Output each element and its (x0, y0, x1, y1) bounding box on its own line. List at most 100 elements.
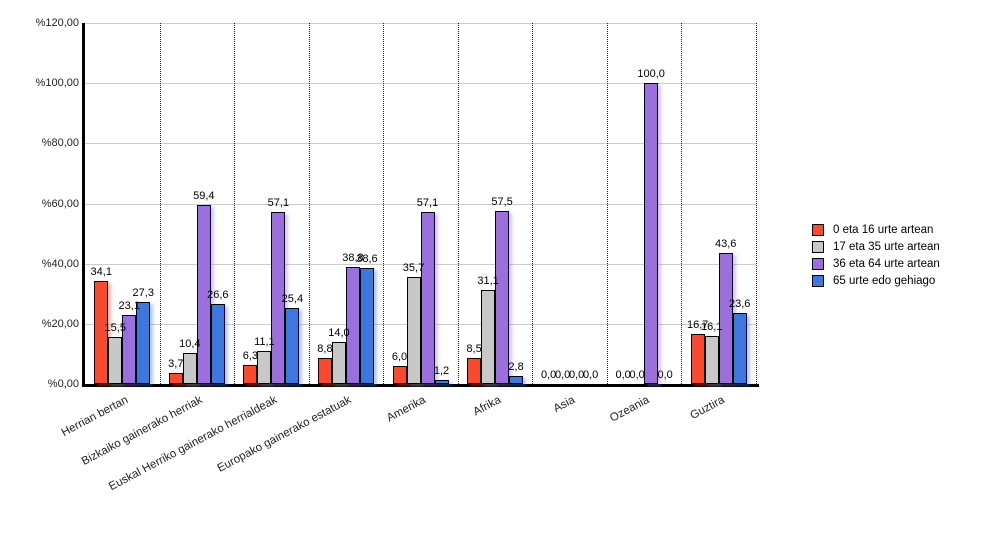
legend-swatch-icon (812, 258, 824, 270)
bar-value-label: 8,8 (317, 342, 333, 355)
x-axis-category-label: Guztira (687, 394, 727, 423)
category-separator (234, 23, 236, 384)
y-axis-tick-label: %100,00 (35, 77, 79, 90)
bar-value-label: 27,3 (132, 286, 154, 299)
category-separator (159, 23, 161, 384)
legend-swatch-icon (812, 275, 824, 287)
bar-value-label: 34,1 (90, 266, 112, 279)
x-axis-line (82, 384, 759, 387)
bar-value-label: 15,5 (104, 322, 126, 335)
y-axis-tick-label: %40,00 (41, 257, 79, 270)
category-separator (308, 23, 310, 384)
bar-36-eta-64-urte-artean (495, 211, 510, 384)
y-gridline (85, 203, 756, 205)
legend-label: 36 eta 64 urte artean (833, 258, 940, 270)
bar-value-label: 14,0 (328, 326, 350, 339)
bar-value-label: 57,1 (416, 197, 439, 210)
category-separator (532, 23, 534, 384)
bar-17-eta-35-urte-artean (481, 290, 496, 384)
bar-65-urte-edo-gehiago (732, 313, 747, 384)
bar-value-label: 43,6 (715, 237, 737, 250)
bar-0-eta-16-urte-artean (392, 365, 407, 384)
bar-value-label: 38,6 (356, 252, 378, 265)
bar-value-label: 26,6 (207, 288, 229, 301)
bar-value-label: 16,1 (701, 320, 723, 333)
bar-0-eta-16-urte-artean (168, 372, 183, 384)
bar-value-label: 23,1 (118, 299, 140, 312)
legend-label: 17 eta 35 urte artean (833, 241, 940, 253)
bar-65-urte-edo-gehiago (509, 375, 524, 384)
y-gridline (85, 143, 756, 145)
bar-value-label: 10,4 (179, 337, 201, 350)
bar-value-label: 11,1 (254, 335, 275, 348)
bar-0-eta-16-urte-artean (690, 333, 705, 384)
y-axis-tick-label: %120,00 (35, 17, 79, 29)
legend-item: 0 eta 16 urte artean (812, 224, 940, 236)
bar-65-urte-edo-gehiago (136, 301, 151, 384)
bar-value-label: 0,0 (629, 369, 645, 381)
bar-value-label: 31,1 (477, 275, 499, 288)
bar-value-label: 2,8 (508, 360, 524, 373)
y-axis-tick-label: %20,00 (41, 317, 79, 330)
bar-17-eta-35-urte-artean (406, 276, 421, 384)
bar-17-eta-35-urte-artean (182, 352, 197, 384)
bar-36-eta-64-urte-artean (345, 267, 360, 384)
bar-value-label: 100,0 (637, 68, 665, 81)
chart-legend: 0 eta 16 urte artean 17 eta 35 urte artea… (812, 224, 940, 292)
x-axis-category-label: Bizkaiko gainerako herriak (79, 394, 205, 468)
bar-36-eta-64-urte-artean (420, 212, 435, 384)
x-axis-category-label: Asia (551, 394, 578, 416)
legend-item: 17 eta 35 urte artean (812, 241, 940, 253)
bar-65-urte-edo-gehiago (285, 307, 300, 384)
bar-value-label: 0,0 (582, 369, 599, 381)
y-axis-tick-label: %0,00 (47, 378, 79, 390)
bar-36-eta-64-urte-artean (196, 205, 211, 384)
legend-label: 65 urte edo gehiago (833, 275, 936, 287)
bar-36-eta-64-urte-artean (644, 83, 659, 384)
bar-17-eta-35-urte-artean (257, 350, 272, 384)
bar-value-label: 8,5 (466, 343, 482, 356)
bar-36-eta-64-urte-artean (122, 314, 137, 384)
bar-value-label: 3,7 (168, 357, 184, 370)
bar-17-eta-35-urte-artean (331, 341, 346, 384)
legend-item: 36 eta 64 urte artean (812, 258, 940, 270)
bar-value-label: 35,7 (402, 261, 425, 274)
bar-value-label: 57,5 (491, 196, 513, 209)
category-separator (383, 23, 385, 384)
bar-value-label: 0,0 (657, 369, 673, 381)
legend-item: 65 urte edo gehiago (812, 275, 940, 287)
bar-65-urte-edo-gehiago (359, 267, 374, 384)
x-axis-category-label: Ozeania (608, 394, 652, 425)
bar-value-label: 25,4 (281, 292, 304, 305)
bar-value-label: 0,0 (554, 369, 571, 381)
bar-value-label: 1,2 (433, 365, 450, 378)
bar-17-eta-35-urte-artean (704, 335, 719, 384)
bar-value-label: 38,8 (342, 252, 364, 265)
legend-swatch-icon (812, 241, 824, 253)
bar-0-eta-16-urte-artean (94, 281, 109, 384)
bar-value-label: 0,0 (540, 369, 557, 381)
bar-value-label: 0,0 (615, 369, 631, 381)
y-axis-tick-label: %60,00 (41, 197, 79, 210)
category-separator (756, 23, 757, 384)
y-axis-tick-label: %80,00 (41, 137, 79, 150)
x-axis-category-label: Europako gainerako estatuak (215, 394, 354, 475)
bar-0-eta-16-urte-artean (243, 365, 258, 384)
y-axis-line (82, 23, 85, 387)
bar-0-eta-16-urte-artean (467, 358, 482, 384)
bar-65-urte-edo-gehiago (210, 303, 225, 384)
x-axis-category-label: Afrika (471, 394, 503, 419)
bar-65-urte-edo-gehiago (434, 380, 449, 384)
legend-swatch-icon (812, 224, 824, 236)
bar-0-eta-16-urte-artean (317, 357, 332, 384)
bar-value-label: 57,1 (267, 197, 290, 210)
category-separator (681, 23, 683, 384)
category-separator (457, 23, 459, 384)
x-axis-category-label: Amerika (385, 394, 429, 425)
bar-value-label: 6,3 (242, 350, 259, 363)
y-gridline (85, 83, 756, 85)
bar-value-label: 16,7 (687, 318, 709, 331)
y-gridline (85, 23, 756, 24)
